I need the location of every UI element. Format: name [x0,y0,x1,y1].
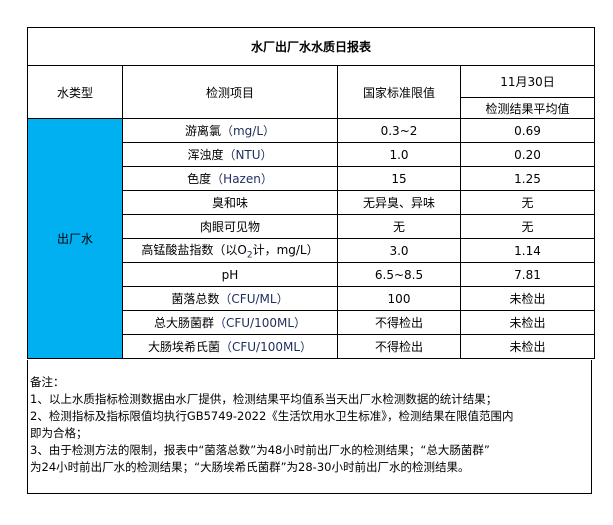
standard-cell: 不得检出 [337,310,461,335]
item-cell: 高锰酸盐指数（以O2计，mg/L） [122,238,338,263]
result-cell: 无 [459,214,596,239]
item-cell: 总大肠菌群（CFU/100ML） [122,310,338,335]
table-row: 大肠埃希氏菌（CFU/100ML） 不得检出 未检出 [28,334,596,359]
item-name: 臭和味 [211,196,248,210]
item-name: 肉眼可见物 [199,220,260,234]
standard-cell: 0.3~2 [337,118,461,143]
item-name: 色度 [187,172,212,186]
header-water-type: 水类型 [27,65,123,119]
notes-section: 备注： 1、以上水质指标检测数据由水厂提供，检测结果平均值系当天出厂水检测数据的… [27,360,592,494]
item-cell: 肉眼可见物 [122,214,338,239]
result-cell: 未检出 [459,334,596,359]
result-cell: 0.69 [459,118,596,143]
header-date: 11月30日 [459,65,596,98]
table-row: 色度（Hazen） 15 1.25 [28,166,596,191]
note-line: 2、检测指标及指标限值均执行GB5749-2022《生活饮用水卫生标准》，检测结… [30,409,514,423]
item-cell: 浑浊度（NTU） [122,142,338,167]
table-row: 臭和味 无异臭、异味无 [28,190,596,215]
item-name: 大肠埃希氏菌 [147,340,220,354]
header-standard: 国家标准限值 [337,65,461,119]
report-title: 水厂出厂水水质日报表 [26,27,596,66]
standard-cell: 1.0 [337,142,461,167]
note-line: 3、由于检测方法的限制，报表中“菌落总数”为48小时前出厂水的检测结果；“总大肠… [30,443,490,457]
result-cell: 1.25 [459,166,596,191]
standard-cell: 6.5~8.5 [337,262,461,287]
standard-cell: 不得检出 [337,334,461,359]
item-unit: （mg/L） [220,124,276,138]
table-row: 浑浊度（NTU） 1.0 0.20 [28,142,596,167]
notes-heading: 备注： [30,375,65,389]
standard-cell: 3.0 [337,238,461,263]
standard-cell: 无异臭、异味 [337,190,461,215]
item-unit: （NTU） [223,148,273,162]
item-name: pH [221,267,239,282]
result-cell: 未检出 [459,286,596,311]
result-cell: 7.81 [459,262,596,287]
item-cell: 游离氯（mg/L） [122,118,338,143]
result-cell: 0.20 [459,142,596,167]
table-row: 出厂水 游离氯（mg/L） 0.3~2 0.69 [27,118,596,359]
water-type-cell: 出厂水 [27,118,123,359]
note-line: 即为合格； [30,426,88,440]
item-name: 浑浊度 [187,148,224,162]
item-name: 菌落总数 [171,292,220,306]
item-cell: 大肠埃希氏菌（CFU/100ML） [122,334,338,359]
note-line: 为24小时前出厂水的检测结果；“大肠埃希氏菌群”为28-30小时前出厂水的检测结… [30,460,470,474]
item-cell: pH [122,262,338,287]
standard-cell: 15 [337,166,461,191]
item-subscript: 2 [246,250,253,261]
standard-cell: 100 [337,286,461,311]
table-row: 菌落总数（CFU/ML） 100 未检出 [28,286,596,311]
standard-cell: 无 [337,214,461,239]
item-unit: （CFU/100ML） [219,340,313,354]
result-cell: 1.14 [459,238,596,263]
item-name: 游离氯 [184,124,221,138]
item-cell: 菌落总数（CFU/ML） [122,286,338,311]
item-unit: （CFU/100ML） [213,316,307,330]
header-result: 检测结果平均值 [459,97,596,119]
table-row: pH 6.5~8.5 7.81 [28,262,596,287]
water-quality-table: 水厂出厂水水质日报表 水类型 检测项目 国家标准限值 11月30日 检测结果平均… [26,27,596,359]
item-unit: （CFU/ML） [219,292,289,306]
item-unit: 计，mg/L） [252,242,319,257]
item-name: 高锰酸盐指数（以O [141,242,247,257]
header-item: 检测项目 [122,65,338,119]
result-cell: 无 [459,190,596,215]
item-name: 总大肠菌群 [153,316,214,330]
item-cell: 色度（Hazen） [122,166,338,191]
note-line: 1、以上水质指标检测数据由水厂提供，检测结果平均值系当天出厂水检测数据的统计结果… [30,392,498,406]
item-cell: 臭和味 [122,190,338,215]
result-cell: 未检出 [459,310,596,335]
item-unit: （Hazen） [211,172,273,186]
